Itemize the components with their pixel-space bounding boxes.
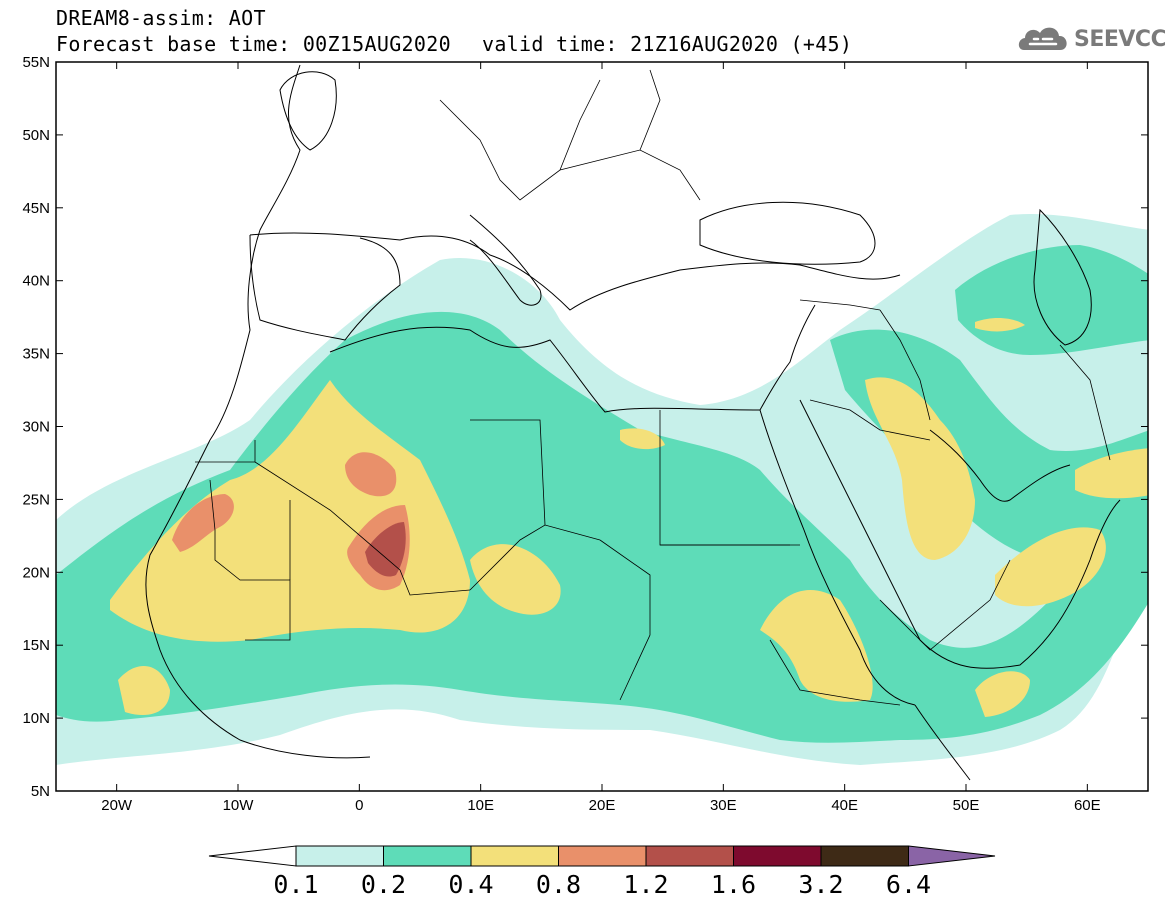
y-tick-label: 30N	[22, 419, 50, 436]
colorbar-segment-0.1	[295, 845, 384, 867]
aot-contour-0.4-d	[760, 590, 873, 702]
border-ethiopia	[769, 639, 901, 706]
colorbar-label: 0.4	[448, 870, 493, 899]
aot-contour-0.4-c	[470, 544, 561, 615]
valid-time: valid time: 21Z16AUG2020 (+45)	[482, 32, 853, 56]
x-tick-label: 50E	[953, 797, 980, 814]
border-europe-internal	[439, 69, 701, 201]
aot-contour-0.4-i	[620, 428, 665, 450]
aot-contour-0.4-g	[1075, 448, 1148, 499]
colorbar-segment-0.4	[470, 845, 559, 867]
coastline-arabia	[799, 399, 1121, 669]
x-tick-label: 20E	[589, 797, 616, 814]
coastline-black-sea	[699, 201, 876, 265]
y-tick-label: 45N	[22, 200, 50, 217]
cloud-icon	[1018, 27, 1067, 50]
coastline-west-africa	[145, 64, 371, 759]
colorbar-segment-1.6	[733, 845, 822, 867]
aot-contour-0.4-j	[975, 318, 1025, 332]
x-tick-label: 40E	[831, 797, 858, 814]
colorbar-segment-1.2	[645, 845, 734, 867]
forecast-base-time: Forecast base time: 00Z15AUG2020	[56, 32, 451, 56]
coastline-levant	[759, 304, 816, 411]
aot-contour-0.4-h	[975, 671, 1030, 717]
y-tick-label: 20N	[22, 564, 50, 581]
x-axis: 20W 10W 0 10E 20E 30E 40E 50E 60E	[101, 62, 1101, 814]
colorbar-segment-above	[908, 845, 996, 867]
colorbar	[208, 845, 996, 867]
coastline-caspian	[1033, 208, 1092, 346]
x-tick-label: 0	[355, 797, 363, 814]
colorbar-label: 1.6	[711, 870, 756, 899]
colorbar-label: 0.8	[536, 870, 581, 899]
aot-field	[56, 214, 1148, 765]
coastline-horn-africa	[914, 704, 971, 781]
border-turkey-syria	[799, 299, 881, 311]
y-axis: 5N 10N 15N 20N 25N 30N 35N 40N 45N 50N 55N	[22, 54, 1148, 800]
coastlines	[145, 64, 1121, 781]
x-tick-label: 20W	[101, 797, 133, 814]
border-iran-iraq	[879, 309, 931, 421]
aot-contour-0.4-e	[865, 377, 975, 560]
seevccc-logo: SEEVCCC	[1016, 22, 1165, 62]
logo-text: SEEVCCC	[1074, 27, 1165, 52]
border-saudi-north	[809, 399, 931, 441]
coastline-britain	[279, 71, 337, 151]
border-niger-chad	[469, 524, 601, 591]
x-tick-label: 10W	[223, 797, 255, 814]
colorbar-label: 0.1	[273, 870, 318, 899]
colorbar-label: 0.2	[361, 870, 406, 899]
colorbar-segment-below	[208, 845, 297, 867]
y-tick-label: 15N	[22, 637, 50, 654]
aot-contour-0.4-b	[118, 666, 170, 716]
map-title: DREAM8-assim: AOT	[56, 6, 266, 30]
y-tick-label: 40N	[22, 273, 50, 290]
y-tick-label: 5N	[31, 783, 50, 800]
colorbar-segment-3.2	[820, 845, 909, 867]
colorbar-segment-0.8	[558, 845, 647, 867]
coastline-iberia	[249, 234, 401, 341]
coastline-north-africa	[329, 326, 761, 413]
country-borders	[195, 69, 1111, 706]
y-tick-label: 35N	[22, 346, 50, 363]
y-tick-label: 50N	[22, 127, 50, 144]
border-libya-chad	[470, 419, 546, 526]
y-tick-label: 10N	[22, 710, 50, 727]
border-iran-afghanistan	[1059, 344, 1111, 461]
colorbar-label: 6.4	[886, 870, 931, 899]
border-sahara-morocco	[195, 440, 256, 463]
aot-contour-1.2	[365, 522, 406, 577]
border-algeria-mali	[254, 461, 471, 596]
y-tick-label: 25N	[22, 491, 50, 508]
colorbar-segment-0.2	[383, 845, 472, 867]
coastline-italy	[469, 214, 542, 306]
border-saudi-yemen	[879, 559, 1011, 651]
border-mauritania-mali	[209, 479, 291, 641]
aot-contour-0.8-b	[345, 452, 397, 497]
colorbar-label: 1.2	[623, 870, 668, 899]
x-tick-label: 30E	[710, 797, 737, 814]
aot-contour-0.8	[172, 494, 234, 552]
coastline-red-sea	[759, 409, 916, 706]
x-tick-label: 10E	[467, 797, 494, 814]
colorbar-labels: 0.1 0.2 0.4 0.8 1.2 1.6 3.2 6.4	[273, 870, 931, 899]
border-chad-sudan	[599, 539, 651, 701]
y-tick-label: 55N	[22, 54, 50, 71]
coastline-europe	[249, 232, 901, 311]
colorbar-label: 3.2	[798, 870, 843, 899]
x-tick-label: 60E	[1074, 797, 1101, 814]
coastline-gulf	[929, 429, 1071, 502]
